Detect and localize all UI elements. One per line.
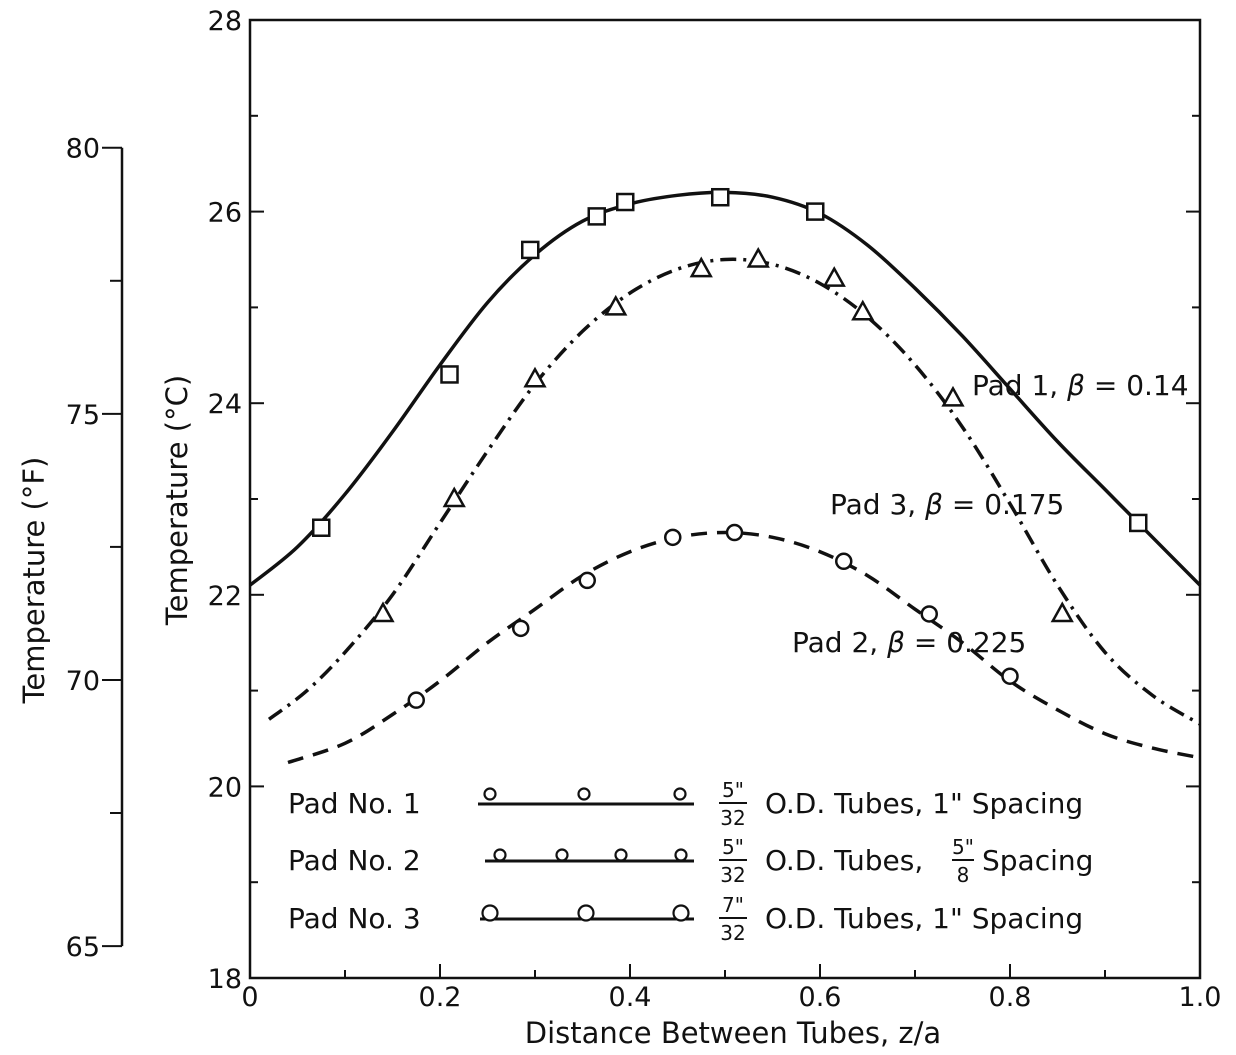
- y-tick-label: 22: [208, 581, 242, 612]
- square-marker: [440, 365, 459, 384]
- x-tick-label: 0: [241, 982, 258, 1013]
- x-tick-label: 0.6: [799, 982, 842, 1013]
- y-tick-label-secondary: 70: [66, 666, 100, 697]
- y-tick-label: 20: [208, 772, 242, 803]
- legend-fraction-num: 5": [722, 778, 744, 802]
- series-annotation: Pad 2, β = 0.225: [792, 626, 1026, 659]
- y-tick-label: 26: [208, 198, 242, 229]
- legend-spacing-num: 5": [952, 835, 974, 859]
- triangle-marker: [371, 601, 395, 623]
- x-axis-title: Distance Between Tubes, z/a: [525, 1016, 941, 1050]
- triangle-marker: [941, 385, 965, 407]
- y-axis-title: Temperature (°C): [160, 375, 194, 626]
- y-tick-label-secondary: 80: [66, 134, 100, 165]
- pad3-curve: [267, 257, 1201, 726]
- triangle-marker: [746, 246, 770, 268]
- legend-fraction-num: 7": [722, 893, 744, 917]
- square-marker: [521, 240, 540, 260]
- circle-marker: [664, 528, 682, 547]
- x-tick-label: 0.8: [989, 982, 1032, 1013]
- y-tick-label-secondary: 75: [66, 400, 100, 431]
- y-axis-title-secondary: Temperature (°F): [17, 457, 51, 705]
- circle-marker: [835, 552, 853, 571]
- legend-tube-marker: [674, 848, 688, 862]
- square-marker: [806, 202, 825, 221]
- y-tick-label-secondary: 65: [66, 932, 100, 963]
- legend-label: Pad No. 2: [288, 844, 421, 877]
- square-marker: [616, 192, 635, 212]
- circle-marker: [578, 571, 596, 590]
- circle-marker: [920, 605, 938, 623]
- legend-tube-marker: [493, 848, 507, 862]
- legend-label: Pad No. 1: [288, 787, 421, 820]
- legend-fraction-den: 32: [720, 806, 745, 830]
- series-annotation: Pad 3, β = 0.175: [830, 488, 1064, 521]
- legend: Pad No. 1 5" 32 O.D. Tubes, 1" Spacing Pad N…: [288, 778, 1093, 945]
- legend-fraction-num: 5": [722, 835, 744, 859]
- legend-fraction-den: 32: [720, 863, 745, 887]
- annotations: Pad 1, β = 0.14 Pad 3, β = 0.175 Pad 2, β …: [792, 369, 1189, 659]
- legend-tube-marker: [673, 787, 687, 801]
- axes: 0 0.2 0.4 0.6 0.8 1.0 18 20 22 24 26 28 65 70 75 80: [66, 6, 1222, 1013]
- y-tick-label: 18: [208, 964, 242, 995]
- legend-tube-marker: [577, 787, 591, 801]
- triangle-marker: [822, 266, 846, 287]
- legend-label: Pad No. 3: [288, 902, 421, 935]
- legend-tube-marker: [483, 787, 497, 801]
- triangle-marker: [851, 299, 875, 321]
- square-marker: [1129, 513, 1148, 533]
- triangle-marker: [523, 366, 547, 388]
- legend-description: O.D. Tubes,: [765, 844, 923, 877]
- legend-description: O.D. Tubes, 1" Spacing: [765, 787, 1083, 820]
- circle-marker: [1001, 667, 1019, 685]
- y-tick-label: 24: [208, 389, 242, 420]
- circle-marker: [407, 691, 425, 709]
- legend-tube-marker: [614, 848, 628, 862]
- triangle-marker: [1050, 601, 1074, 623]
- y-tick-label: 28: [208, 6, 242, 37]
- square-marker: [711, 187, 730, 207]
- legend-tube-marker: [672, 904, 690, 922]
- series-annotation: Pad 1, β = 0.14: [972, 369, 1189, 402]
- triangle-marker: [689, 256, 713, 278]
- legend-tube-marker: [481, 904, 499, 922]
- legend-fraction-den: 32: [720, 921, 745, 945]
- pad2-curve: [287, 530, 1201, 765]
- curves: [248, 190, 1202, 765]
- legend-description: O.D. Tubes, 1" Spacing: [765, 902, 1083, 935]
- legend-description-tail: Spacing: [982, 844, 1093, 877]
- legend-tube-marker: [555, 848, 569, 862]
- square-marker: [312, 518, 331, 537]
- triangle-marker: [604, 294, 628, 316]
- triangle-marker: [442, 486, 466, 508]
- legend-spacing-den: 8: [957, 863, 970, 887]
- x-tick-label: 0.2: [419, 982, 462, 1013]
- circle-marker: [512, 619, 530, 638]
- x-tick-label: 1.0: [1179, 982, 1222, 1013]
- legend-tube-marker: [577, 904, 595, 922]
- x-tick-label: 0.4: [609, 982, 652, 1013]
- circle-marker: [725, 523, 744, 542]
- square-marker: [587, 207, 606, 226]
- markers: [312, 187, 1148, 709]
